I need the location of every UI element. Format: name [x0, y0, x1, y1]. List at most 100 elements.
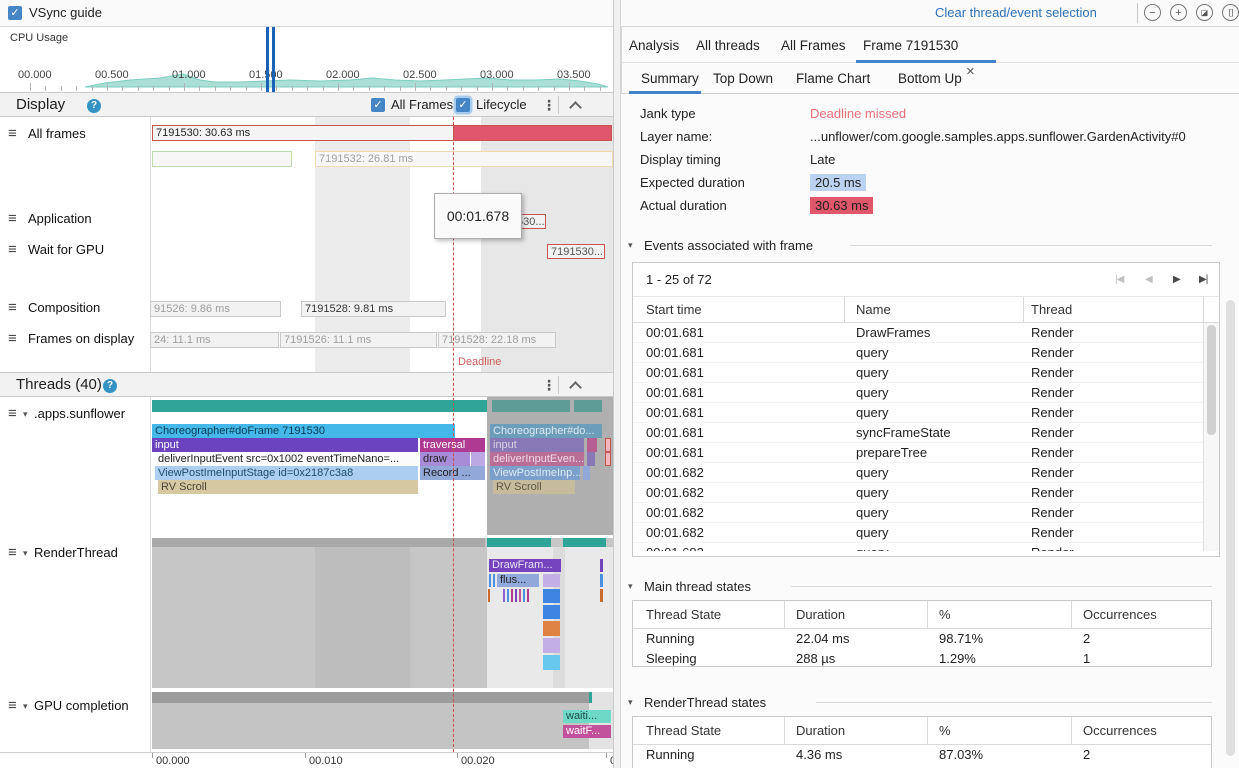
tab-analysis[interactable]: Analysis: [629, 38, 680, 53]
table-row[interactable]: 00:01.681 query Render: [633, 383, 1203, 403]
subtab-summary[interactable]: Summary: [641, 71, 699, 86]
trace-event-input[interactable]: input: [152, 438, 418, 452]
table-row[interactable]: Running 22.04 ms 98.71% 2: [633, 629, 1211, 649]
threads-more-icon[interactable]: ⋮: [542, 377, 556, 393]
tab-frame-7191530[interactable]: Frame 7191530: [863, 38, 959, 53]
zoom-in-icon[interactable]: +: [1170, 4, 1187, 21]
trace-event-choreographer[interactable]: Choreographer#doFrame 7191530: [152, 424, 455, 438]
thread-expand-icon[interactable]: ▾: [23, 409, 28, 419]
frames-on-display-bar[interactable]: 7191526: 11.1 ms: [280, 332, 437, 348]
display-help-icon[interactable]: ?: [87, 99, 101, 113]
threads-help-icon[interactable]: ?: [103, 379, 117, 393]
events-scrollbar[interactable]: [1203, 323, 1219, 551]
track-drag-handle[interactable]: ≡: [8, 299, 17, 316]
display-more-icon[interactable]: ⋮: [542, 97, 556, 113]
thread-state-running-bar-dim[interactable]: [574, 400, 602, 412]
states-col-occurrences[interactable]: Occurrences: [1083, 607, 1157, 622]
track-drag-handle[interactable]: ≡: [8, 210, 17, 227]
renderthread-track[interactable]: DrawFram... flus...: [152, 538, 613, 688]
zoom-out-icon[interactable]: −: [1144, 4, 1161, 21]
states-col-thread-state[interactable]: Thread State: [646, 607, 722, 622]
states-col-thread-state[interactable]: Thread State: [646, 723, 722, 738]
selection-range-marker[interactable]: [266, 27, 269, 92]
display-collapse-icon[interactable]: [569, 101, 582, 114]
zoom-to-selection-icon[interactable]: [ ]: [1222, 4, 1239, 21]
events-col-start-time[interactable]: Start time: [646, 302, 702, 317]
trace-event-viewpostime[interactable]: ViewPostImeInputStage id=0x2187c3a8: [155, 466, 418, 480]
prev-page-icon[interactable]: ◀: [1145, 274, 1153, 285]
table-row[interactable]: 00:01.681 query Render: [633, 403, 1203, 423]
events-col-name[interactable]: Name: [856, 302, 891, 317]
panel-scrollbar[interactable]: [1226, 300, 1235, 756]
trace-event-drawframes[interactable]: DrawFram...: [489, 559, 561, 572]
trace-event-choreographer-dim[interactable]: Choreographer#do...: [490, 424, 602, 438]
next-page-icon[interactable]: ▶: [1173, 274, 1181, 285]
thread-state-running-bar[interactable]: [152, 400, 487, 412]
subtab-bottom-up[interactable]: Bottom Up: [898, 71, 962, 86]
trace-event-waitfence[interactable]: waitF...: [563, 725, 611, 738]
trace-event-deliver-dim[interactable]: deliverInputEven...: [490, 452, 584, 466]
all-frames-checkbox[interactable]: ✓: [371, 98, 385, 112]
trace-event-record[interactable]: Record ...: [420, 466, 485, 480]
trace-event-input-dim[interactable]: input: [490, 438, 584, 452]
table-row[interactable]: Sleeping 288 µs 1.29% 1: [633, 649, 1211, 669]
frame-bar-7191530[interactable]: 7191530: 30.63 ms: [152, 125, 454, 141]
clear-selection-link[interactable]: Clear thread/event selection: [935, 5, 1097, 20]
thread-expand-icon[interactable]: ▾: [23, 548, 28, 558]
events-collapse-icon[interactable]: ▾: [628, 240, 633, 250]
lifecycle-checkbox[interactable]: ✓: [456, 98, 470, 112]
trace-event-waiting[interactable]: waiti...: [563, 710, 611, 723]
gpu-completion-track[interactable]: waiti... waitF...: [152, 692, 613, 749]
tab-all-threads[interactable]: All threads: [696, 38, 760, 53]
thread-state-running-bar-dim[interactable]: [492, 400, 570, 412]
track-drag-handle[interactable]: ≡: [8, 125, 17, 142]
table-row[interactable]: 00:01.681 query Render: [633, 363, 1203, 383]
trace-event-draw-tail[interactable]: [471, 452, 485, 466]
track-drag-handle[interactable]: ≡: [8, 330, 17, 347]
panel-splitter[interactable]: [613, 0, 621, 768]
composition-frame-bar[interactable]: 91526: 9.86 ms: [150, 301, 281, 317]
subtab-flame-chart[interactable]: Flame Chart: [796, 71, 871, 86]
main-states-collapse-icon[interactable]: ▾: [628, 581, 633, 591]
table-row[interactable]: 00:01.681 query Render: [633, 343, 1203, 363]
frames-on-display-bar[interactable]: 24: 11.1 ms: [150, 332, 279, 348]
frames-on-display-bar[interactable]: 7191528: 22.18 ms: [438, 332, 556, 348]
trace-event-deliver-input[interactable]: deliverInputEvent src=0x1002 eventTimeNa…: [155, 452, 418, 466]
composition-frame-bar[interactable]: 7191528: 9.81 ms: [301, 301, 446, 317]
thread-drag-handle[interactable]: ≡: [8, 544, 17, 561]
threads-collapse-icon[interactable]: [569, 381, 582, 394]
thread-expand-icon[interactable]: ▾: [23, 701, 28, 711]
thread-drag-handle[interactable]: ≡: [8, 405, 17, 422]
vsync-checkbox[interactable]: ✓: [8, 6, 22, 20]
trace-event-viewpostime-dim[interactable]: ViewPostImeInp...: [490, 466, 580, 480]
trace-event-draw[interactable]: draw: [420, 452, 470, 466]
frame-bar-lifecycle-green[interactable]: [152, 151, 292, 167]
table-row[interactable]: Running 4.36 ms 87.03% 2: [633, 745, 1211, 765]
frame-bar-7191532[interactable]: 7191532: 26.81 ms: [315, 151, 613, 167]
track-drag-handle[interactable]: ≡: [8, 241, 17, 258]
states-col-percent[interactable]: %: [939, 607, 951, 622]
first-page-icon[interactable]: |◀: [1115, 274, 1124, 285]
trace-event-flush[interactable]: flus...: [497, 574, 539, 587]
table-row[interactable]: 00:01.681 syncFrameState Render: [633, 423, 1203, 443]
thread-drag-handle[interactable]: ≡: [8, 697, 17, 714]
tab-all-frames[interactable]: All Frames: [781, 38, 846, 53]
render-states-collapse-icon[interactable]: ▾: [628, 697, 633, 707]
trace-event-traversal[interactable]: traversal: [420, 438, 485, 452]
table-row[interactable]: 00:01.681 prepareTree Render: [633, 443, 1203, 463]
subtab-top-down[interactable]: Top Down: [713, 71, 774, 86]
selection-range-marker[interactable]: [272, 27, 275, 92]
events-col-thread[interactable]: Thread: [1031, 302, 1073, 317]
states-col-duration[interactable]: Duration: [796, 607, 846, 622]
states-col-duration[interactable]: Duration: [796, 723, 846, 738]
table-row[interactable]: 00:01.681 DrawFrames Render: [633, 323, 1203, 343]
frame-bar-7191530-janky[interactable]: [453, 125, 612, 141]
trace-event-rv-scroll[interactable]: RV Scroll: [158, 480, 418, 494]
cpu-usage-chart[interactable]: CPU Usage 00.00000.50001.00001.50002.000…: [0, 27, 613, 92]
tab-close-icon[interactable]: ×: [966, 63, 975, 80]
